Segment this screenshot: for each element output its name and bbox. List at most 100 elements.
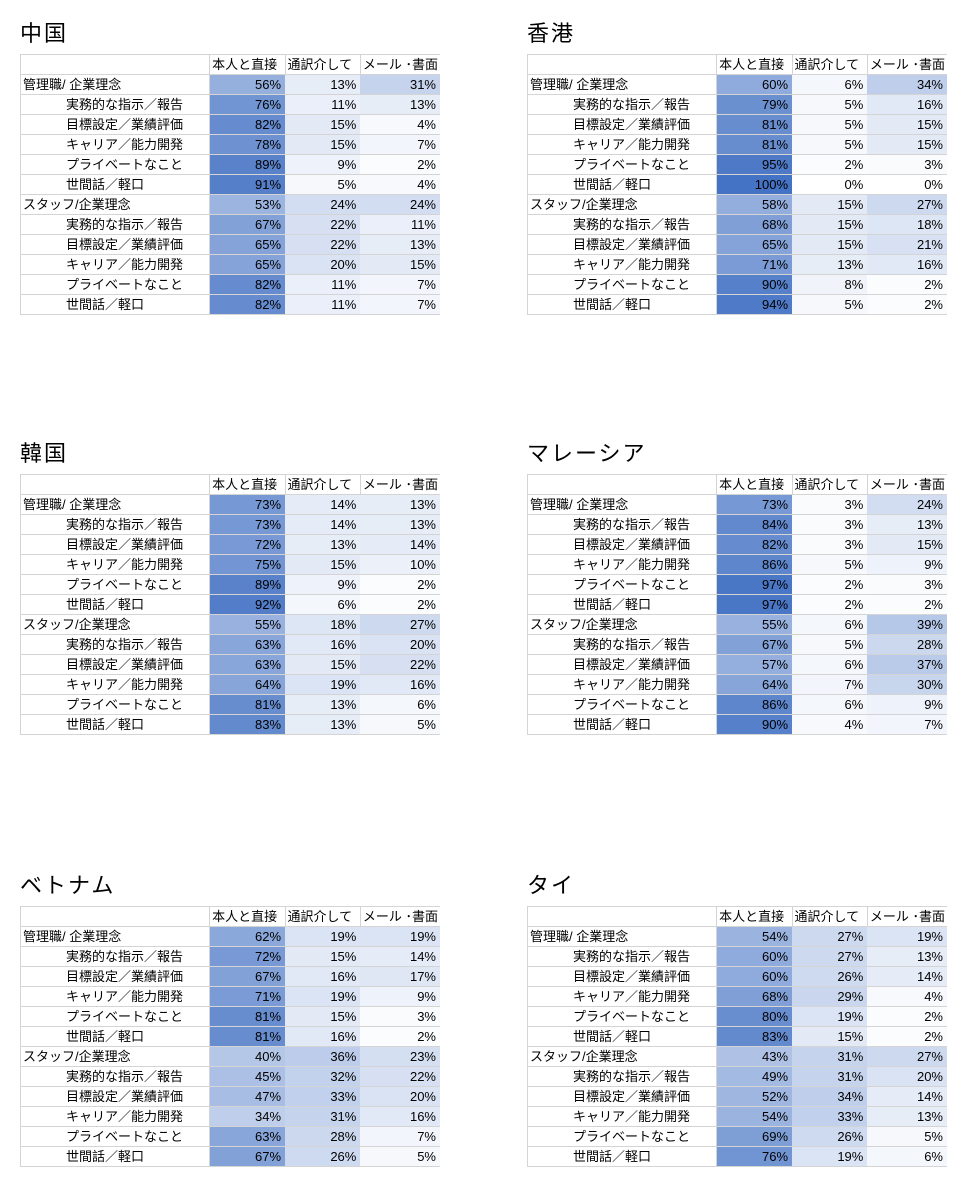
heat-cell: 6% — [792, 694, 868, 715]
table-row: 実務的な指示／報告 84% 3% 13% — [526, 514, 947, 535]
row-label: 管理職/ 企業理念 — [526, 926, 718, 947]
heat-cell: 20% — [360, 1086, 440, 1107]
heat-cell: 19% — [285, 674, 361, 695]
header-corner — [19, 906, 210, 927]
heat-cell: 7% — [360, 1126, 440, 1147]
header-corner — [19, 474, 210, 495]
heat-cell: 76% — [716, 1146, 793, 1167]
heat-cell: 23% — [360, 1046, 440, 1067]
row-label: スタッフ/企業理念 — [526, 614, 718, 635]
table-row: 世間話／軽口 76% 19% 6% — [526, 1146, 947, 1167]
table-row: プライベートなこと 82% 11% 7% — [19, 274, 440, 295]
heat-cell: 95% — [716, 154, 793, 175]
heat-cell: 4% — [792, 714, 868, 735]
heat-cell: 54% — [716, 926, 793, 947]
heat-cell: 15% — [792, 234, 868, 255]
row-label: 実務的な指示／報告 — [526, 94, 718, 115]
heat-cell: 31% — [792, 1046, 868, 1067]
heat-cell: 19% — [360, 926, 440, 947]
table-row: 世間話／軽口 92% 6% 2% — [19, 594, 440, 615]
heat-cell: 2% — [867, 274, 947, 295]
heat-cell: 31% — [792, 1066, 868, 1087]
table-row: 目標設定／業績評価 81% 5% 15% — [526, 114, 947, 135]
heat-cell: 5% — [792, 94, 868, 115]
heat-cell: 94% — [716, 294, 793, 315]
heat-cell: 39% — [867, 614, 947, 635]
table-row: キャリア／能力開発 54% 33% 13% — [526, 1106, 947, 1127]
heat-cell: 15% — [792, 214, 868, 235]
header-corner — [526, 906, 717, 927]
heat-cell: 26% — [285, 1146, 361, 1167]
panel-title: ベトナム — [20, 874, 116, 899]
table-row: 世間話／軽口 83% 15% 2% — [526, 1026, 947, 1047]
heat-cell: 67% — [209, 966, 286, 987]
row-label: 目標設定／業績評価 — [19, 234, 211, 255]
heat-cell: 6% — [867, 1146, 947, 1167]
heat-cell: 15% — [792, 1026, 868, 1047]
heat-cell: 73% — [209, 514, 286, 535]
row-label: キャリア／能力開発 — [19, 674, 211, 695]
heat-cell: 80% — [716, 1006, 793, 1027]
heat-cell: 9% — [360, 986, 440, 1007]
heat-cell: 20% — [867, 1066, 947, 1087]
heat-cell: 2% — [360, 154, 440, 175]
heatmap-table: 本人と直接 通訳介して メール ･書面 管理職/ 企業理念 56% 13% 31% 実務的な指… — [19, 54, 440, 315]
column-header: メール ･書面 — [866, 474, 947, 495]
table-row: 実務的な指示／報告 67% 5% 28% — [526, 634, 947, 655]
table-row: プライベートなこと 81% 13% 6% — [19, 694, 440, 715]
heat-cell: 62% — [209, 926, 286, 947]
header-corner — [19, 54, 210, 75]
heat-cell: 5% — [792, 294, 868, 315]
row-label: キャリア／能力開発 — [19, 554, 211, 575]
header-row: 本人と直接 通訳介して メール ･書面 — [526, 54, 947, 75]
heat-cell: 9% — [285, 154, 361, 175]
heat-cell: 15% — [285, 134, 361, 155]
row-label: 世間話／軽口 — [526, 294, 718, 315]
table-row: プライベートなこと 90% 8% 2% — [526, 274, 947, 295]
table-row: プライベートなこと 63% 28% 7% — [19, 1126, 440, 1147]
heat-cell: 7% — [360, 274, 440, 295]
table-row: スタッフ/企業理念 53% 24% 24% — [19, 194, 440, 215]
heat-cell: 73% — [716, 494, 793, 515]
heat-cell: 16% — [867, 94, 947, 115]
heat-cell: 68% — [716, 986, 793, 1007]
heat-cell: 16% — [360, 1106, 440, 1127]
table-row: 目標設定／業績評価 82% 3% 15% — [526, 534, 947, 555]
heatmap-table: 本人と直接 通訳介して メール ･書面 管理職/ 企業理念 54% 27% 19% 実務的な指… — [526, 906, 947, 1167]
heat-cell: 71% — [209, 986, 286, 1007]
row-label: 管理職/ 企業理念 — [19, 494, 211, 515]
heat-cell: 5% — [792, 114, 868, 135]
table-row: キャリア／能力開発 65% 20% 15% — [19, 254, 440, 275]
heat-cell: 82% — [716, 534, 793, 555]
row-label: 実務的な指示／報告 — [19, 94, 211, 115]
heat-cell: 22% — [285, 214, 361, 235]
heat-cell: 67% — [209, 214, 286, 235]
table-row: キャリア／能力開発 68% 29% 4% — [526, 986, 947, 1007]
table-row: プライベートなこと 80% 19% 2% — [526, 1006, 947, 1027]
table-row: プライベートなこと 89% 9% 2% — [19, 574, 440, 595]
row-label: 世間話／軽口 — [526, 1026, 718, 1047]
heat-cell: 45% — [209, 1066, 286, 1087]
column-header: 通訳介して — [284, 474, 361, 495]
heat-cell: 7% — [360, 294, 440, 315]
heat-cell: 90% — [716, 714, 793, 735]
heatmap-table: 本人と直接 通訳介して メール ･書面 管理職/ 企業理念 62% 19% 19% 実務的な指… — [19, 906, 440, 1167]
table-row: キャリア／能力開発 81% 5% 15% — [526, 134, 947, 155]
row-label: 目標設定／業績評価 — [526, 234, 718, 255]
heat-cell: 16% — [360, 674, 440, 695]
heat-cell: 13% — [285, 74, 361, 95]
table-row: スタッフ/企業理念 43% 31% 27% — [526, 1046, 947, 1067]
heat-cell: 7% — [360, 134, 440, 155]
heat-cell: 76% — [209, 94, 286, 115]
row-label: 目標設定／業績評価 — [526, 534, 718, 555]
heat-cell: 27% — [867, 194, 947, 215]
table-row: 目標設定／業績評価 65% 15% 21% — [526, 234, 947, 255]
row-label: プライベートなこと — [19, 1126, 211, 1147]
row-label: プライベートなこと — [526, 574, 718, 595]
row-label: 世間話／軽口 — [526, 1146, 718, 1167]
column-header: 本人と直接 — [716, 474, 793, 495]
heat-cell: 16% — [285, 634, 361, 655]
table-row: 世間話／軽口 90% 4% 7% — [526, 714, 947, 735]
table-row: プライベートなこと 89% 9% 2% — [19, 154, 440, 175]
heat-cell: 49% — [716, 1066, 793, 1087]
